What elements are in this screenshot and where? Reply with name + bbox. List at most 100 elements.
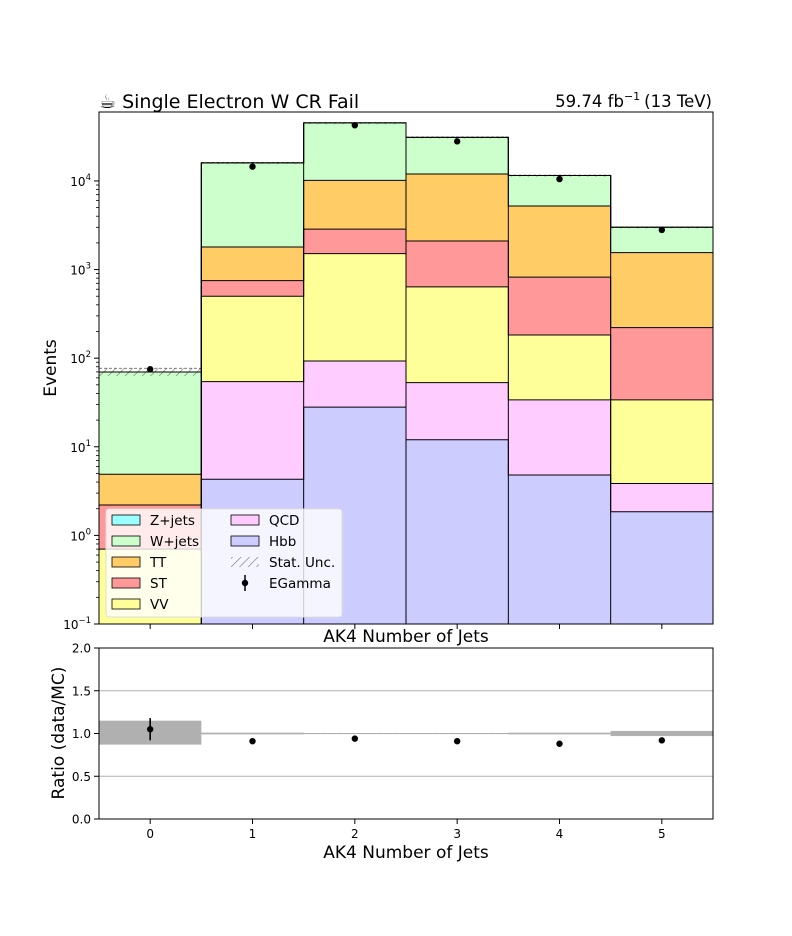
data-point-bin-3	[453, 138, 461, 145]
ratio-x-tick-label-5: 5	[658, 827, 666, 841]
stack-bar-st-bin-1	[201, 280, 304, 297]
legend: Z+jets W+jets TT ST VV QCD Hbb Stat. Unc. EGamma	[105, 508, 343, 618]
stack-bar-qcd-bin-5	[610, 483, 713, 512]
data-point-bin-2	[351, 122, 359, 129]
main-y-tick-label-4: 103	[70, 262, 91, 278]
stack-bar-vv-bin-5	[610, 399, 713, 484]
legend-swatch-w-jets	[111, 535, 141, 547]
ratio-x-tick-label-3: 3	[453, 827, 461, 841]
main-y-tick-label-3: 102	[70, 350, 91, 366]
main-plot-frame	[98, 111, 714, 625]
stack-bar-qcd-bin-3	[406, 382, 509, 440]
legend-swatch-qcd	[230, 514, 260, 526]
stack-bar-tt-bin-0	[99, 474, 202, 506]
luminosity-label: 59.74 fb−1 (13 TeV)	[555, 90, 712, 111]
ratio-y-tick-label-1: 0.5	[72, 770, 91, 784]
stack-bar-vv-bin-1	[201, 296, 304, 382]
ratio-x-tick-label-1: 1	[249, 827, 257, 841]
ratio-plot-panel: 0.0 0.5 1.0 1.5 2.0 0 1 2 3 4 5 Ratio (data/MC) A…	[49, 642, 714, 863]
chart-title: ☕ Single Electron W CR Fail	[99, 91, 359, 113]
ratio-point-bin-1	[249, 737, 256, 745]
stack-bar-vv-bin-4	[508, 334, 611, 400]
stack-bar-tt-bin-1	[201, 246, 304, 281]
stack-bar-w-jets-bin-2	[303, 122, 406, 181]
legend-label-egamma: EGamma	[269, 576, 331, 592]
ratio-uncertainty-band	[99, 720, 713, 745]
legend-frame	[105, 508, 343, 618]
ratio-band-bin-4	[508, 732, 611, 735]
ratio-points	[146, 718, 666, 747]
data-point-bin-1	[249, 163, 256, 170]
stack-bar-tt-bin-2	[303, 180, 406, 230]
ratio-point-bin-5	[658, 737, 666, 744]
stack-bar-st-bin-4	[508, 277, 611, 335]
main-plot-panel: Z+jets W+jets TT ST VV QCD Hbb Stat. Unc. EGamma…	[41, 111, 714, 647]
legend-label-stat-unc-: Stat. Unc.	[269, 555, 335, 571]
legend-label-tt: TT	[149, 555, 167, 571]
ratio-x-axis-label: AK4 Number of Jets	[323, 843, 489, 863]
stack-bar-st-bin-3	[406, 241, 509, 287]
ratio-x-axis: 0 1 2 3 4 5	[146, 819, 666, 841]
stack-bar-tt-bin-3	[406, 173, 509, 242]
legend-swatch-stat-unc-	[231, 557, 259, 567]
main-y-axis-label: Events	[41, 339, 61, 397]
data-point-bin-0	[146, 366, 154, 373]
legend-label-w-jets: W+jets	[150, 534, 199, 550]
main-y-tick-label-1: 100	[70, 527, 91, 543]
stack-bar-hbb-bin-4	[508, 475, 611, 624]
ratio-y-tick-label-3: 1.5	[72, 684, 91, 698]
data-point-bin-5	[658, 226, 666, 234]
stack-bar-st-bin-2	[303, 229, 406, 254]
stack-bar-vv-bin-2	[303, 253, 406, 361]
legend-marker-egamma	[241, 579, 249, 587]
ratio-y-axis-label: Ratio (data/MC)	[49, 667, 69, 800]
data-point-bin-4	[556, 175, 563, 183]
main-x-axis-label: AK4 Number of Jets	[323, 627, 489, 647]
data-points	[146, 122, 666, 373]
stack-bar-qcd-bin-1	[201, 381, 304, 480]
stack-bar-qcd-bin-4	[508, 399, 611, 476]
ratio-band-bin-5	[610, 730, 713, 737]
ratio-y-tick-label-0: 0.0	[72, 813, 91, 827]
main-y-tick-label-2: 101	[70, 439, 91, 455]
ratio-x-tick-label-4: 4	[556, 827, 564, 841]
legend-label-st: ST	[150, 576, 168, 592]
ratio-point-bin-4	[556, 740, 563, 747]
main-x-axis	[149, 624, 663, 629]
ratio-point-bin-2	[351, 735, 359, 742]
legend-swatch-z-jets	[111, 514, 141, 526]
stack-bar-w-jets-bin-0	[99, 371, 202, 475]
legend-swatch-vv	[111, 598, 141, 610]
energy-value: (13 TeV)	[644, 92, 712, 111]
stack-bar-w-jets-bin-1	[201, 162, 304, 247]
legend-label-hbb: Hbb	[269, 534, 296, 550]
main-y-tick-label-0: 10−1	[63, 616, 91, 632]
stack-bar-qcd-bin-2	[303, 360, 406, 408]
stack-bar-hbb-bin-3	[406, 439, 509, 624]
ratio-point-bin-3	[453, 737, 461, 745]
ratio-x-tick-label-0: 0	[146, 827, 154, 841]
ratio-band-bin-1	[201, 732, 304, 735]
total-outline	[99, 122, 713, 625]
stack-bar-tt-bin-5	[610, 252, 713, 328]
legend-label-z-jets: Z+jets	[150, 513, 195, 529]
legend-swatch-hbb	[230, 535, 260, 547]
legend-label-vv: VV	[150, 597, 169, 613]
main-y-axis: 10−1 100 101 102 103 104	[63, 173, 99, 632]
stack-bar-vv-bin-3	[406, 286, 509, 383]
ratio-y-tick-label-4: 2.0	[72, 642, 91, 656]
legend-label-qcd: QCD	[269, 513, 299, 529]
ratio-band-bin-2	[303, 733, 406, 735]
stack-bar-st-bin-5	[610, 327, 713, 400]
stacked-histogram	[99, 122, 713, 624]
ratio-x-tick-label-2: 2	[351, 827, 359, 841]
stack-bar-tt-bin-4	[508, 205, 611, 278]
legend-swatch-tt	[111, 556, 141, 568]
legend-swatch-st	[111, 577, 141, 589]
stack-bar-hbb-bin-5	[610, 511, 713, 624]
ratio-y-tick-label-2: 1.0	[72, 727, 91, 741]
main-y-tick-label-5: 104	[70, 173, 91, 189]
lumi-exponent: −1	[624, 90, 640, 103]
ratio-y-axis: 0.0 0.5 1.0 1.5 2.0	[72, 642, 99, 827]
